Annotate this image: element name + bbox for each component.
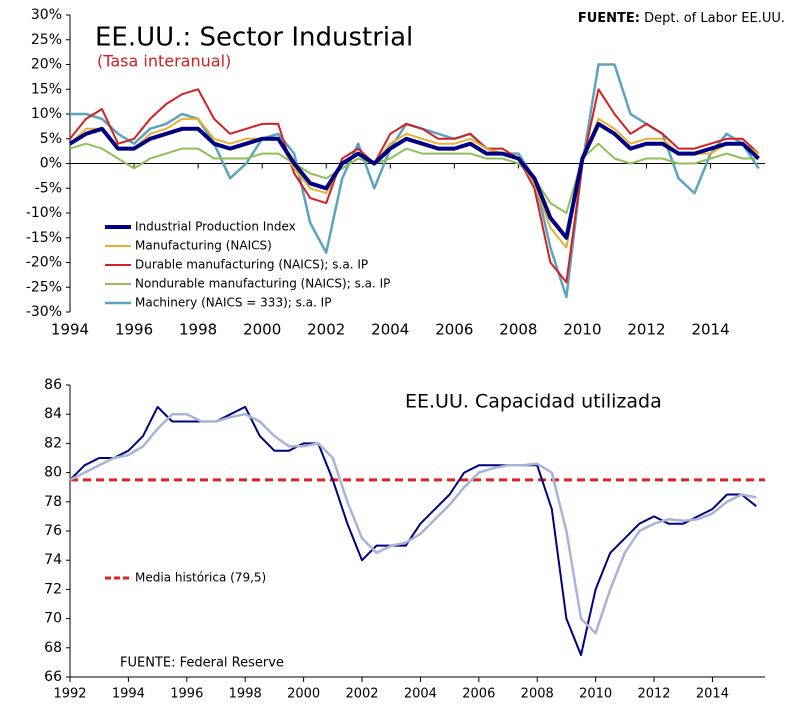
x-tick-label: 2006 <box>462 687 495 702</box>
x-tick-label: 2004 <box>404 687 437 702</box>
y-tick-label: -20% <box>26 255 62 271</box>
legend-label: Nondurable manufacturing (NAICS); s.a. I… <box>135 277 390 291</box>
y-tick-label: 66 <box>44 669 62 685</box>
legend-label: Media histórica (79,5) <box>135 571 266 585</box>
x-tick-label: 2010 <box>563 321 601 339</box>
y-tick-label: 5% <box>40 131 62 147</box>
x-tick-label: 1998 <box>179 321 217 339</box>
y-tick-label: -15% <box>26 230 62 246</box>
source-label: FUENTE: <box>578 11 640 26</box>
y-tick-label: 70 <box>44 611 62 627</box>
x-tick-label: 2008 <box>521 687 554 702</box>
y-tick-label: 30% <box>31 7 62 23</box>
x-tick-label: 2014 <box>696 687 729 702</box>
y-tick-label: 78 <box>44 494 62 510</box>
y-tick-label: 0% <box>40 156 62 172</box>
x-tick-label: 1992 <box>53 687 86 702</box>
source: FUENTE: Dept. of Labor EE.UU. <box>578 11 785 26</box>
y-tick-label: 25% <box>31 32 62 48</box>
x-tick-label: 1996 <box>115 321 153 339</box>
x-tick-label: 2012 <box>637 687 670 702</box>
x-tick-label: 1994 <box>112 687 145 702</box>
y-tick-label: 20% <box>31 57 62 73</box>
x-tick-label: 2008 <box>499 321 537 339</box>
x-tick-label: 2010 <box>579 687 612 702</box>
y-tick-label: 68 <box>44 640 62 656</box>
series-line <box>69 142 759 214</box>
x-tick-label: 2002 <box>345 687 378 702</box>
series-line <box>69 412 757 635</box>
y-tick-label: 76 <box>44 523 62 539</box>
legend-label: Machinery (NAICS = 333); s.a. IP <box>135 296 331 310</box>
x-tick-label: 2014 <box>691 321 729 339</box>
x-tick-label: 2012 <box>627 321 665 339</box>
y-tick-label: -10% <box>26 205 62 221</box>
y-tick-label: 72 <box>44 581 62 597</box>
chart-title: EE.UU.: Sector Industrial <box>95 23 413 53</box>
x-tick-label: 2002 <box>307 321 345 339</box>
x-tick-label: 2000 <box>243 321 281 339</box>
series-line <box>69 117 760 249</box>
y-tick-label: -5% <box>35 180 62 196</box>
y-tick-label: 10% <box>31 106 62 122</box>
source: FUENTE: Federal Reserve <box>120 656 284 671</box>
y-tick-label: 84 <box>44 406 62 422</box>
chart-title: EE.UU. Capacidad utilizada <box>405 391 662 413</box>
chart-subtitle: (Tasa interanual) <box>97 52 231 71</box>
y-tick-label: 80 <box>44 465 62 481</box>
legend-label: Durable manufacturing (NAICS); s.a. IP <box>135 258 368 272</box>
y-tick-label: 86 <box>44 377 62 393</box>
y-tick-label: 15% <box>31 81 62 97</box>
y-tick-label: -25% <box>26 279 62 295</box>
x-tick-label: 2006 <box>435 321 473 339</box>
x-tick-label: 1994 <box>51 321 89 339</box>
y-tick-label: -30% <box>26 304 62 320</box>
legend-label: Manufacturing (NAICS) <box>135 239 272 253</box>
y-tick-label: 82 <box>44 435 62 451</box>
series-line <box>68 121 760 240</box>
x-tick-label: 2004 <box>371 321 409 339</box>
x-tick-label: 2000 <box>287 687 320 702</box>
series-line <box>69 88 760 284</box>
series-line <box>69 405 757 657</box>
y-tick-label: 74 <box>44 552 62 568</box>
legend-label: Industrial Production Index <box>135 220 296 234</box>
source-text: Dept. of Labor EE.UU. <box>640 11 785 26</box>
x-tick-label: 1996 <box>170 687 203 702</box>
x-tick-label: 1998 <box>229 687 262 702</box>
